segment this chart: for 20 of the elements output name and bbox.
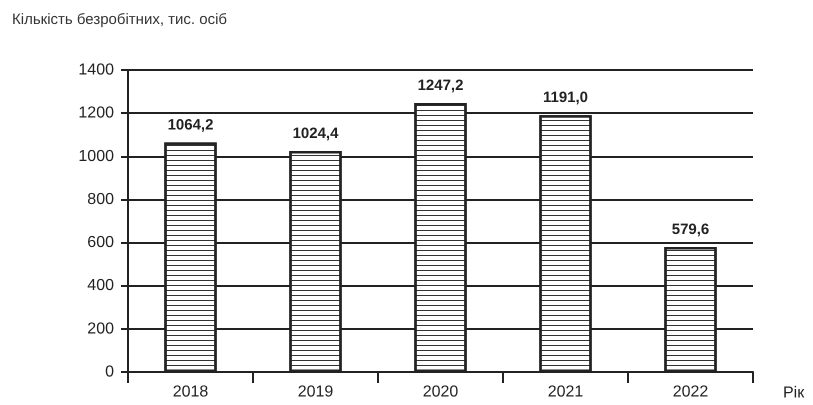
y-tick-label: 200	[87, 320, 114, 338]
x-tick-label: 2022	[672, 384, 708, 400]
y-tick-label: 1200	[78, 104, 114, 122]
data-label: 1191,0	[542, 89, 588, 106]
x-tick-label: 2018	[172, 384, 208, 400]
data-label: 1064,2	[168, 116, 214, 134]
x-tick-label: 2020	[422, 384, 458, 400]
y-tick-label: 600	[87, 234, 114, 252]
x-tick-label: 2019	[298, 384, 334, 400]
y-tick-label: 400	[87, 277, 114, 294]
y-tick-label: 1400	[78, 62, 114, 78]
y-tick-label: 0	[105, 364, 114, 380]
x-tick-label: 2021	[548, 384, 584, 400]
x-axis-title: Рік	[783, 384, 806, 402]
y-axis-title: Кількість безробітних, тис. осіб	[12, 11, 228, 28]
y-tick-label: 1000	[78, 148, 114, 165]
data-label: 1024,4	[292, 125, 340, 142]
data-label: 579,6	[672, 220, 710, 238]
y-tick-label: 800	[87, 190, 114, 208]
data-label: 1247,2	[418, 76, 464, 94]
